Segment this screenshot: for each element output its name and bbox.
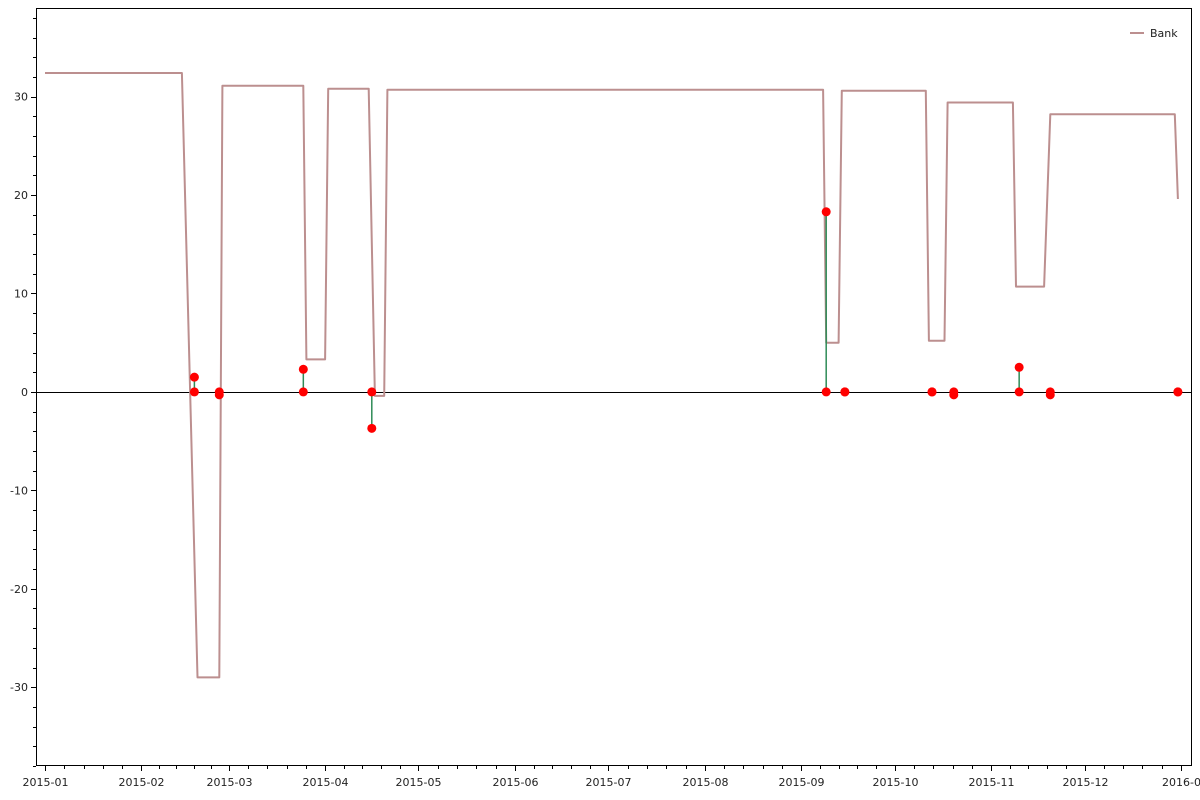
x-tick-label: 2015-06 (493, 776, 539, 789)
stem-point (1014, 362, 1024, 372)
stem-point (927, 387, 937, 397)
x-tick-label: 2015-07 (586, 776, 632, 789)
x-tick-label: 2015-05 (396, 776, 442, 789)
x-tick-label: 2015-10 (873, 776, 919, 789)
legend-label-bank: Bank (1150, 27, 1178, 40)
plot-border (36, 8, 1192, 766)
legend: Bank (1130, 27, 1178, 40)
series-layer (45, 72, 1179, 679)
y-axis: -30 -20 -10 0 10 20 30 (10, 18, 36, 767)
stem-base-point (821, 387, 831, 397)
stem-base-point (298, 387, 308, 397)
x-tick-label: 2015-04 (303, 776, 349, 789)
y-tick-label: 0 (21, 386, 28, 399)
stem-point (367, 423, 377, 433)
x-tick-label: 2015-02 (119, 776, 165, 789)
stem-point (189, 372, 199, 382)
y-tick-label: 10 (14, 287, 28, 300)
stem-base-point (189, 387, 199, 397)
stem-point (949, 390, 959, 400)
x-axis: 2015-01 2015-02 2015-03 2015-04 2015-05 2015-… (23, 766, 1200, 789)
stem-point (214, 390, 224, 400)
x-tick-label: 2015-12 (1063, 776, 1109, 789)
y-tick-label: 20 (14, 189, 28, 202)
y-tick-label: 30 (14, 91, 28, 104)
x-tick-label: 2015-11 (969, 776, 1015, 789)
stem-point (821, 207, 831, 217)
x-tick-label: 2015-01 (23, 776, 69, 789)
series-line-bank (45, 72, 1179, 679)
stem-base-point (367, 387, 377, 397)
stem-point (1045, 390, 1055, 400)
y-tick-label: -10 (10, 484, 28, 497)
plot-frame-layer (36, 8, 1192, 766)
y-tick-label: -30 (10, 681, 28, 694)
x-tick-label: 2015-03 (207, 776, 253, 789)
stem-base-point (1014, 387, 1024, 397)
stem-point (1173, 387, 1183, 397)
x-tick-label: 2015-08 (683, 776, 729, 789)
x-tick-label: 2015-09 (779, 776, 825, 789)
stem-layer (189, 207, 1183, 433)
x-tick-label: 2016-0 (1162, 776, 1200, 789)
stem-point (298, 364, 308, 374)
y-tick-label: -20 (10, 583, 28, 596)
stem-point (840, 387, 850, 397)
